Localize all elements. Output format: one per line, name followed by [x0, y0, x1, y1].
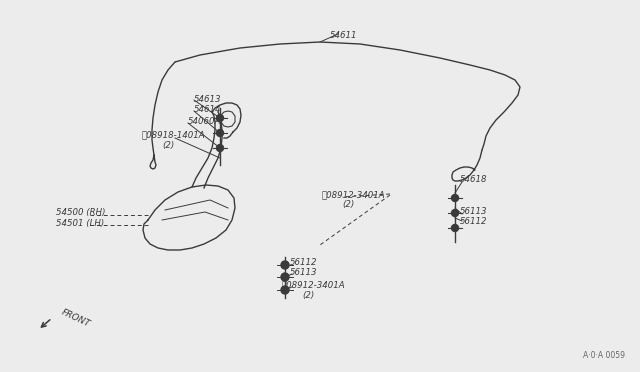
Circle shape [281, 273, 289, 281]
Circle shape [281, 261, 289, 269]
Text: 54613: 54613 [194, 95, 221, 104]
Text: 54060A: 54060A [188, 117, 221, 126]
Circle shape [216, 144, 223, 151]
Text: 54614: 54614 [194, 105, 221, 114]
Circle shape [451, 195, 458, 202]
Text: 54500 (RH): 54500 (RH) [56, 208, 106, 217]
Text: ⓝ08912-3401A: ⓝ08912-3401A [282, 280, 346, 289]
Circle shape [281, 286, 289, 294]
Circle shape [451, 209, 458, 217]
Circle shape [216, 115, 223, 122]
Text: 54618: 54618 [460, 175, 488, 184]
Text: (2): (2) [342, 200, 355, 209]
Circle shape [216, 129, 223, 137]
Text: 56113: 56113 [460, 207, 488, 216]
Text: A·0·A 0059: A·0·A 0059 [583, 351, 625, 360]
Text: 56113: 56113 [290, 268, 317, 277]
Text: (2): (2) [162, 141, 174, 150]
Text: 54501 (LH): 54501 (LH) [56, 219, 104, 228]
Text: ⓝ08918-1401A: ⓝ08918-1401A [142, 130, 205, 139]
Text: ⓝ08912-3401A: ⓝ08912-3401A [322, 190, 386, 199]
Text: 56112: 56112 [460, 217, 488, 226]
Text: 54611: 54611 [330, 31, 358, 40]
Text: (2): (2) [302, 291, 314, 300]
Text: FRONT: FRONT [60, 308, 92, 329]
Circle shape [451, 224, 458, 231]
Text: 56112: 56112 [290, 258, 317, 267]
